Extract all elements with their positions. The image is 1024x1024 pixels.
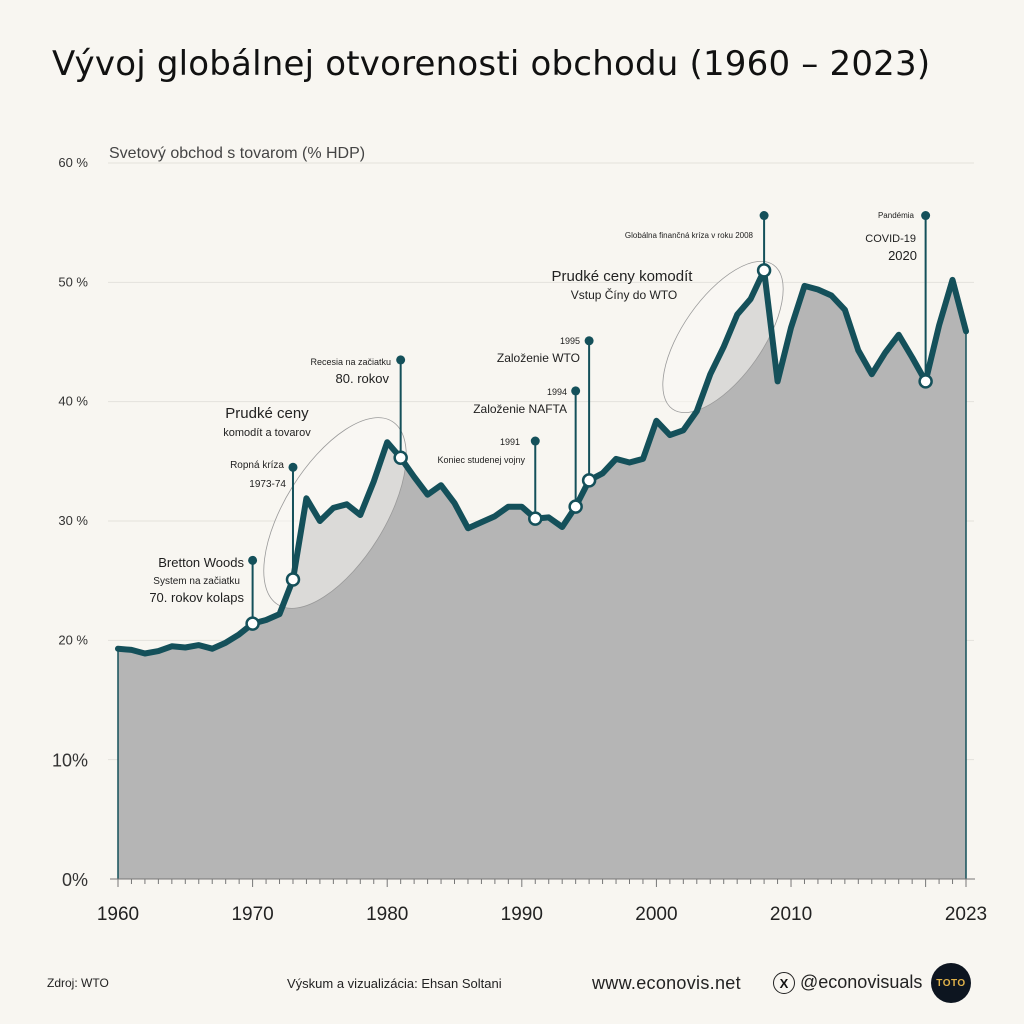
- y-tick-label: 0%: [62, 870, 88, 890]
- y-tick-label: 10%: [52, 751, 88, 771]
- y-tick-label: 60 %: [58, 155, 88, 170]
- x-logo-icon[interactable]: X: [773, 972, 795, 994]
- area-fill: [118, 270, 966, 879]
- brand-badge: TOTO: [931, 963, 971, 1003]
- x-tick-label: 1960: [97, 904, 139, 925]
- annotation-label: Koniec studenej vojny: [437, 455, 525, 465]
- y-tick-label: 30 %: [58, 513, 88, 528]
- annotation-dot: [759, 211, 769, 221]
- y-tick-label: 20 %: [58, 632, 88, 647]
- website-link[interactable]: www.econovis.net: [592, 973, 741, 993]
- annotation-label: 2020: [888, 248, 917, 263]
- credit-note: Výskum a vizualizácia: Ehsan Soltani: [287, 976, 502, 991]
- annotation-dot: [584, 336, 594, 346]
- annotation-dot: [288, 462, 298, 472]
- x-tick-label: 2023: [945, 904, 987, 925]
- annotation-label: System na začiatku: [153, 576, 240, 587]
- annotation-marker: [756, 263, 772, 278]
- annotation-dot: [396, 355, 406, 365]
- annotation-label: Recesia na začiatku: [310, 357, 391, 367]
- annotation-dot: [248, 555, 258, 565]
- annotation-label: 80. rokov: [336, 371, 390, 386]
- y-tick-label: 40 %: [58, 394, 88, 409]
- annotation-marker: [918, 374, 933, 389]
- annotation-marker: [393, 450, 408, 466]
- x-tick-label: 1970: [231, 904, 273, 925]
- annotation-label: 1973-74: [249, 479, 286, 490]
- annotation-marker: [528, 511, 543, 526]
- annotation-dot: [921, 211, 931, 221]
- annotation-label: 1994: [547, 387, 567, 397]
- source-note: Zdroj: WTO: [47, 976, 109, 990]
- annotation-marker: [285, 572, 301, 587]
- highlight-label: komodít a tovarov: [223, 427, 311, 439]
- annotation-dot: [530, 436, 540, 446]
- x-tick-label: 2010: [770, 904, 812, 925]
- annotation-label: 1995: [560, 336, 580, 346]
- annotation-dot: [571, 386, 581, 396]
- annotation-label: 70. rokov kolaps: [149, 590, 244, 605]
- annotation-marker: [245, 616, 260, 631]
- chart-title: Vývoj globálnej otvorenosti obchodu (196…: [52, 44, 931, 84]
- annotation-label: COVID-19: [865, 233, 916, 245]
- annotation-marker: [568, 499, 583, 514]
- annotation-label: 1991: [500, 437, 520, 447]
- highlight-label: Prudké ceny: [225, 405, 309, 422]
- annotation-label: Založenie NAFTA: [473, 402, 567, 416]
- social-handle[interactable]: @econovisuals: [800, 972, 923, 992]
- highlight-label: Vstup Číny do WTO: [571, 287, 677, 302]
- annotation-label: Založenie WTO: [497, 351, 580, 365]
- x-tick-label: 2000: [635, 904, 677, 925]
- highlight-label: Prudké ceny komodít: [552, 268, 694, 285]
- annotation-label: Bretton Woods: [158, 555, 244, 570]
- annotation-label: Pandémia: [878, 211, 915, 220]
- y-tick-label: 50 %: [58, 274, 88, 289]
- x-tick-label: 1980: [366, 904, 408, 925]
- annotation-label: Globálna finančná kríza v roku 2008: [625, 231, 754, 240]
- x-tick-label: 1990: [501, 904, 543, 925]
- y-axis-label: Svetový obchod s tovarom (% HDP): [109, 145, 365, 162]
- annotation-label: Ropná kríza: [230, 460, 284, 471]
- annotation-marker: [581, 473, 597, 488]
